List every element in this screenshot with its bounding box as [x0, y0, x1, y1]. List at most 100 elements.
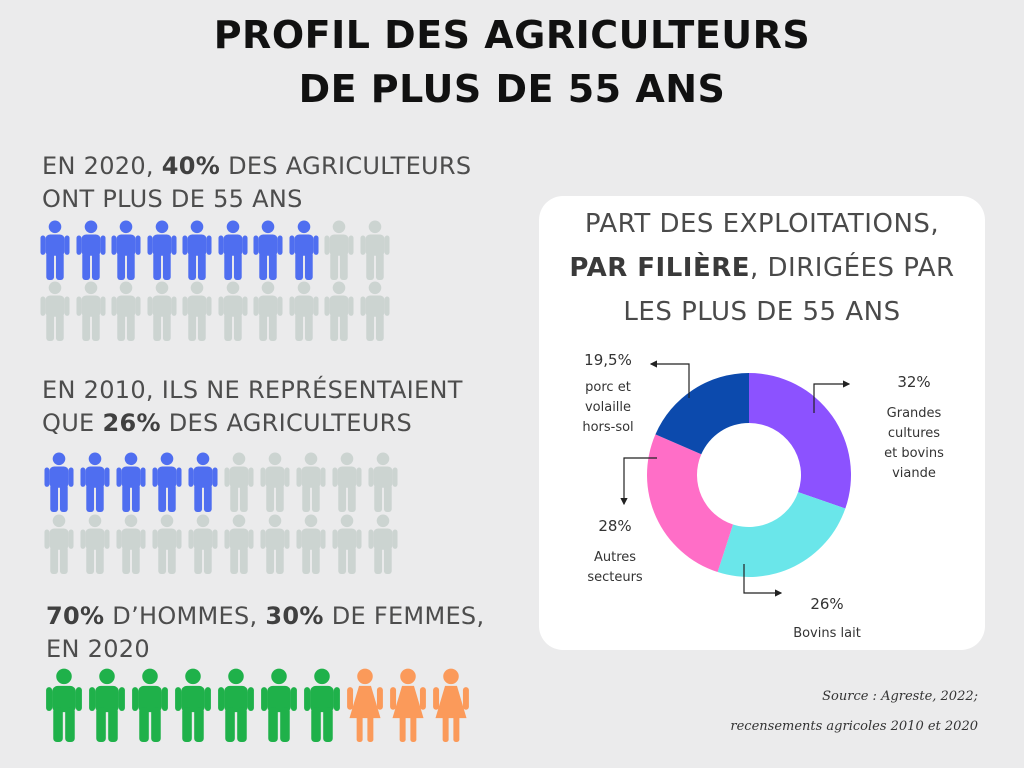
stat-2010-value: 26% [102, 409, 161, 437]
p2020-highlighted-person-icon [111, 220, 141, 280]
woman-icon [347, 668, 383, 742]
chart-title-rest: , DIRIGÉES PAR [750, 253, 955, 283]
stat-2020-line2: ONT PLUS DE 55 ANS [42, 185, 303, 213]
leader-bovins-lait [743, 564, 783, 597]
label-porc-l3: hors-sol [582, 420, 634, 435]
gender-text: 70% D’HOMMES, 30% DE FEMMES, EN 2020 [46, 600, 484, 666]
p2020-highlighted-person-icon [288, 220, 319, 280]
p2020-person-icon [217, 281, 248, 341]
chart-title-line1: PART DES EXPLOITATIONS, [584, 209, 940, 239]
chart-card: PART DES EXPLOITATIONS, PAR FILIÈRE, DIR… [539, 196, 985, 650]
p2010-person-icon [368, 452, 398, 512]
slice-bovins-lait [717, 492, 846, 577]
p2010-person-icon [260, 514, 290, 574]
label-bovins-lait: 26% Bovins lait [767, 594, 887, 644]
pictogram-2020 [40, 220, 400, 345]
label-autres-pct: 28% [598, 517, 632, 535]
p2020-person-icon [40, 281, 70, 341]
woman-icon [433, 668, 469, 742]
p2010-person-icon [224, 514, 254, 574]
source-note: Source : Agreste, 2022; recensements agr… [730, 682, 978, 742]
p2020-person-icon [253, 281, 283, 341]
stat-2020-text: EN 2020, 40% DES AGRICULTEURS ONT PLUS D… [42, 150, 471, 216]
men-text: D’HOMMES, [104, 602, 266, 630]
chart-title-bold: PAR FILIÈRE [569, 253, 750, 283]
label-autres-l2: secteurs [587, 570, 643, 585]
source-line2: recensements agricoles 2010 et 2020 [730, 719, 978, 734]
p2010-highlighted-person-icon [152, 452, 182, 512]
slice-autres-secteurs [647, 434, 734, 573]
p2020-person-icon [111, 281, 141, 341]
p2020-person-icon [359, 281, 390, 341]
infographic-title: PROFIL DES AGRICULTEURS DE PLUS DE 55 AN… [0, 8, 1024, 116]
label-grandes-pct: 32% [897, 373, 931, 391]
p2010-person-icon [296, 452, 326, 512]
stat-2010-text: EN 2010, ILS NE REPRÉSENTAIENT QUE 26% D… [42, 374, 463, 440]
p2010-person-icon [116, 514, 146, 574]
label-grandes-cultures: 32% Grandes cultures et bovins viande [869, 372, 959, 484]
donut-chart [620, 360, 851, 597]
man-icon [175, 668, 211, 742]
p2020-highlighted-person-icon [40, 220, 70, 280]
label-lait-pct: 26% [810, 595, 844, 613]
p2020-highlighted-person-icon [182, 220, 212, 280]
p2010-highlighted-person-icon [188, 452, 218, 512]
p2020-person-icon [75, 281, 106, 341]
p2010-person-icon [260, 452, 290, 512]
label-porc-volaille: 19,5% porc et volaille hors-sol [565, 350, 651, 438]
label-grandes-l3: et bovins [884, 446, 944, 461]
gender-line2: EN 2020 [46, 635, 150, 663]
p2020-person-icon [182, 281, 212, 341]
leader-porc-volaille [649, 360, 690, 398]
man-icon [132, 668, 168, 742]
p2010-person-icon [296, 514, 326, 574]
stat-2010-prefix: QUE [42, 409, 103, 437]
leader-grandes-cultures [813, 380, 851, 413]
title-line-2: DE PLUS DE 55 ANS [298, 67, 726, 111]
stat-2010-line1: EN 2010, ILS NE REPRÉSENTAIENT [42, 376, 463, 404]
p2010-person-icon [152, 514, 182, 574]
man-icon [261, 668, 297, 742]
women-value: 30% [265, 602, 324, 630]
women-text: DE FEMMES, [323, 602, 485, 630]
label-autres-l1: Autres [593, 550, 637, 565]
p2020-highlighted-person-icon [217, 220, 248, 280]
p2020-highlighted-person-icon [75, 220, 106, 280]
label-autres-secteurs: 28% Autres secteurs [575, 516, 655, 588]
p2010-person-icon [44, 514, 74, 574]
slice-porc-volaille [655, 373, 749, 455]
p2010-person-icon [224, 452, 254, 512]
man-icon [218, 668, 254, 742]
p2020-highlighted-person-icon [253, 220, 283, 280]
label-lait-l1: Bovins lait [793, 626, 861, 641]
p2020-person-icon [324, 281, 354, 341]
man-icon [89, 668, 125, 742]
pictogram-gender [46, 668, 486, 743]
p2010-person-icon [332, 452, 362, 512]
stat-2020-value: 40% [161, 152, 221, 180]
label-grandes-l1: Grandes [886, 406, 942, 421]
p2010-person-icon [332, 514, 362, 574]
chart-title-line3: LES PLUS DE 55 ANS [623, 297, 901, 327]
p2020-highlighted-person-icon [146, 220, 177, 280]
label-porc-pct: 19,5% [584, 351, 632, 369]
label-grandes-l4: viande [892, 466, 936, 481]
stat-2020-prefix: EN 2020, [42, 152, 162, 180]
p2020-person-icon [359, 220, 390, 280]
p2010-highlighted-person-icon [80, 452, 110, 512]
label-porc-l2: volaille [584, 400, 632, 415]
man-icon [304, 668, 340, 742]
men-value: 70% [46, 602, 105, 630]
p2010-highlighted-person-icon [44, 452, 74, 512]
p2020-person-icon [288, 281, 319, 341]
pictogram-2010 [44, 452, 404, 577]
label-porc-l1: porc et [585, 380, 631, 395]
title-line-1: PROFIL DES AGRICULTEURS [213, 13, 811, 57]
p2020-person-icon [324, 220, 354, 280]
slice-grandes-cultures [749, 373, 851, 509]
woman-icon [390, 668, 426, 742]
source-line1: Source : Agreste, 2022; [822, 689, 978, 704]
p2020-person-icon [146, 281, 177, 341]
stat-2020-suffix: DES AGRICULTEURS [220, 152, 472, 180]
stat-2010-suffix: DES AGRICULTEURS [160, 409, 413, 437]
